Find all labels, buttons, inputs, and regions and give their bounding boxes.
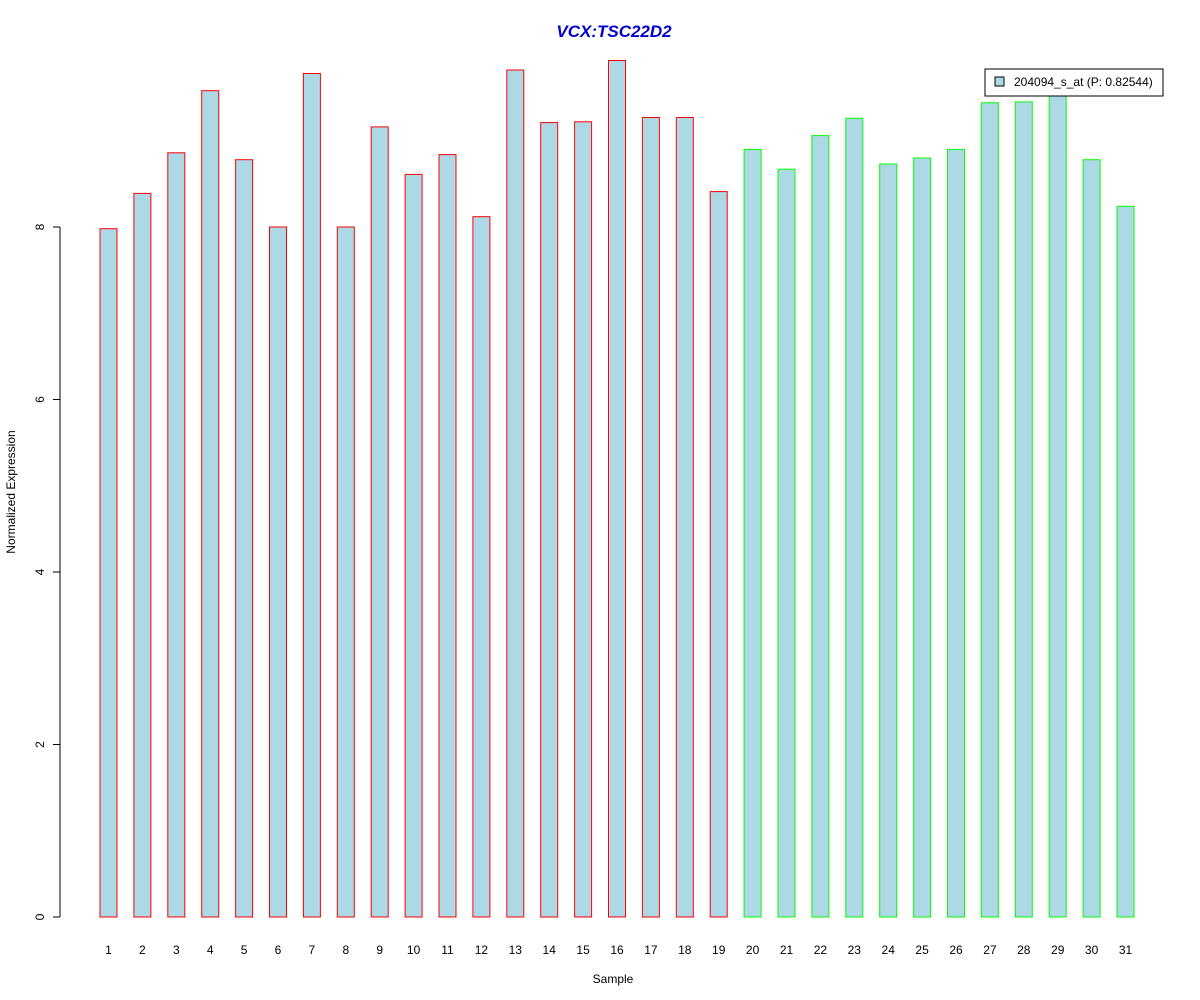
bar bbox=[1116, 205, 1135, 918]
y-tick-label: 6 bbox=[33, 396, 47, 403]
x-tick-label: 20 bbox=[746, 943, 760, 957]
x-tick-label: 4 bbox=[207, 943, 214, 957]
x-tick-label: 11 bbox=[441, 943, 454, 957]
x-tick-label: 22 bbox=[814, 943, 828, 957]
x-tick-label: 21 bbox=[780, 943, 794, 957]
x-tick-label: 6 bbox=[275, 943, 282, 957]
bar bbox=[472, 216, 491, 918]
legend-swatch bbox=[994, 76, 1005, 87]
bar bbox=[269, 226, 287, 918]
x-tick-label: 29 bbox=[1051, 943, 1065, 957]
x-tick-label: 5 bbox=[241, 943, 248, 957]
legend-box bbox=[984, 68, 1164, 97]
bar bbox=[879, 163, 898, 918]
bar bbox=[811, 135, 830, 918]
x-tick-label: 25 bbox=[915, 943, 929, 957]
bar bbox=[506, 69, 525, 918]
bar bbox=[709, 191, 728, 918]
bar bbox=[777, 168, 796, 918]
chart-title: VCX:TSC22D2 bbox=[556, 22, 672, 41]
x-tick-label: 28 bbox=[1017, 943, 1031, 957]
y-tick-label: 4 bbox=[33, 568, 47, 575]
bar bbox=[336, 226, 355, 918]
bars-group bbox=[99, 60, 1135, 918]
bar bbox=[608, 60, 626, 918]
bar bbox=[1014, 101, 1033, 918]
y-tick-label: 0 bbox=[33, 913, 47, 920]
x-tick-label: 12 bbox=[475, 943, 489, 957]
x-axis-title: Sample bbox=[593, 972, 634, 986]
bar bbox=[404, 173, 423, 918]
bar bbox=[947, 148, 965, 918]
bar bbox=[845, 117, 864, 918]
bar bbox=[167, 152, 186, 918]
x-tick-label: 19 bbox=[712, 943, 726, 957]
bar bbox=[980, 102, 999, 918]
x-tick-label: 23 bbox=[848, 943, 862, 957]
bar bbox=[302, 73, 321, 918]
bar bbox=[1048, 90, 1067, 918]
bar bbox=[540, 122, 559, 918]
x-tick-label: 14 bbox=[543, 943, 557, 957]
x-tick-label: 13 bbox=[509, 943, 523, 957]
bar bbox=[133, 192, 152, 918]
bar bbox=[99, 228, 118, 918]
x-tick-label: 16 bbox=[610, 943, 624, 957]
bar bbox=[641, 117, 660, 918]
x-tick-label: 24 bbox=[882, 943, 896, 957]
x-tick-label: 9 bbox=[376, 943, 383, 957]
bar bbox=[438, 154, 457, 918]
x-tick-label: 7 bbox=[309, 943, 316, 957]
x-tick-label: 17 bbox=[644, 943, 658, 957]
x-tick-label: 27 bbox=[983, 943, 997, 957]
y-tick-label: 8 bbox=[33, 223, 47, 230]
x-tick-label: 10 bbox=[407, 943, 421, 957]
x-tick-label: 2 bbox=[139, 943, 146, 957]
bar bbox=[743, 148, 762, 918]
x-tick-label: 15 bbox=[576, 943, 590, 957]
y-axis-title: Normalized Expression bbox=[4, 430, 18, 553]
x-tick-labels: 1 2 3 4 5 6 7 8 9 10 11 12 13 14 15 16 17 18 19 20 21 22 23 24 2… bbox=[105, 943, 1132, 957]
legend: 204094_s_at (P: 0.82544) bbox=[984, 68, 1164, 97]
x-tick-label: 3 bbox=[173, 943, 180, 957]
x-tick-label: 26 bbox=[949, 943, 963, 957]
legend-label: 204094_s_at (P: 0.82544) bbox=[1014, 75, 1153, 89]
y-axis: 0 2 4 6 8 bbox=[33, 223, 61, 920]
y-tick-label: 2 bbox=[33, 741, 47, 748]
bar bbox=[1082, 159, 1101, 918]
bar bbox=[235, 159, 254, 918]
x-tick-label: 18 bbox=[678, 943, 692, 957]
x-tick-label: 30 bbox=[1085, 943, 1099, 957]
x-tick-label: 1 bbox=[105, 943, 112, 957]
bar bbox=[370, 126, 389, 918]
bar bbox=[574, 121, 593, 918]
bar bbox=[675, 117, 694, 918]
x-tick-label: 31 bbox=[1119, 943, 1133, 957]
x-tick-label: 8 bbox=[342, 943, 349, 957]
bar bbox=[201, 90, 220, 918]
bar bbox=[913, 157, 932, 918]
